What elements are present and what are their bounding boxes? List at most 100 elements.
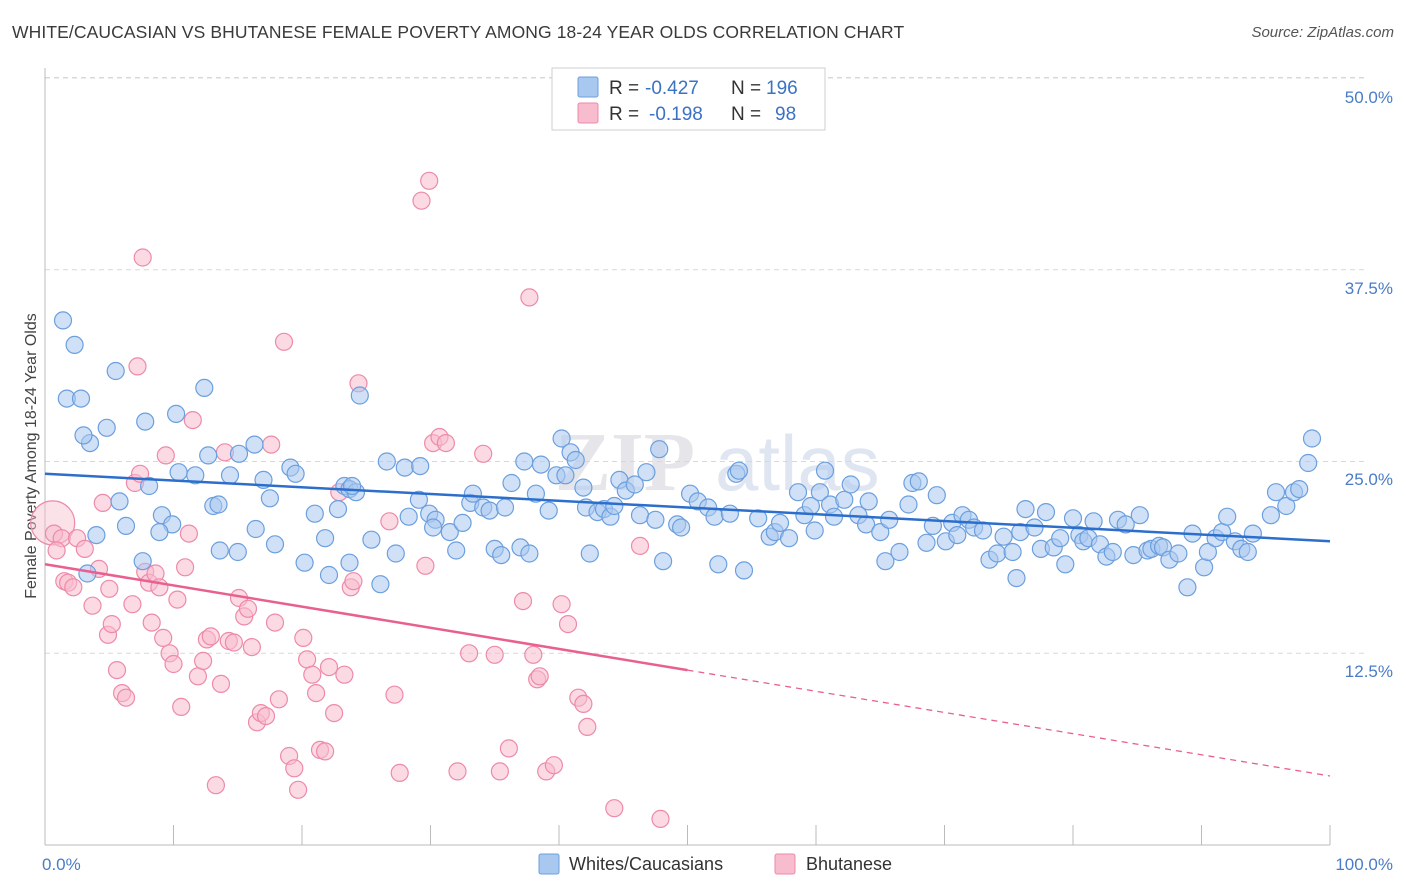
source-note: Source: ZipAtlas.com bbox=[1251, 24, 1394, 41]
whites-point-146 bbox=[1016, 500, 1035, 519]
bhutanese-point-42 bbox=[211, 674, 231, 694]
whites-point-70 bbox=[515, 452, 534, 471]
whites-point-20 bbox=[140, 476, 159, 496]
y-tick-label-50: 50.0% bbox=[1345, 88, 1393, 107]
bhutanese-point-77 bbox=[416, 556, 435, 575]
whites-point-183 bbox=[1266, 483, 1286, 502]
whites-point-10 bbox=[195, 378, 214, 397]
whites-point-93 bbox=[653, 552, 673, 571]
whites-point-7 bbox=[106, 361, 125, 381]
bhutanese-point-22 bbox=[133, 248, 152, 267]
whites-point-135 bbox=[948, 525, 967, 545]
bhutanese-point-31 bbox=[164, 654, 183, 674]
whites-point-122 bbox=[859, 492, 878, 511]
whites-point-27 bbox=[150, 522, 169, 542]
whites-point-85 bbox=[605, 496, 624, 516]
bhutanese-point-38 bbox=[194, 651, 213, 671]
whites-point-182 bbox=[1261, 506, 1281, 525]
bhutanese-point-87 bbox=[499, 739, 518, 758]
bottom-legend: Whites/Caucasians Bhutanese bbox=[538, 853, 892, 875]
whites-point-1 bbox=[65, 335, 84, 354]
bhutanese-point-3 bbox=[47, 541, 66, 560]
whites-point-115 bbox=[815, 461, 835, 480]
whites-point-71 bbox=[526, 484, 546, 503]
whites-point-5 bbox=[97, 418, 116, 437]
bhutanese-point-69 bbox=[335, 665, 354, 684]
bhutanese-point-54 bbox=[265, 613, 285, 632]
whites-point-75 bbox=[552, 429, 571, 448]
whites-point-58 bbox=[447, 541, 466, 560]
watermark: ZIP atlas bbox=[555, 416, 880, 509]
legend-swatch-pink bbox=[577, 102, 599, 124]
bhutanese-point-67 bbox=[325, 703, 344, 723]
legend-r-label-pink: R = bbox=[609, 104, 639, 125]
whites-point-39 bbox=[328, 500, 348, 519]
bhutanese-point-83 bbox=[460, 644, 479, 663]
y-axis-label: Female Poverty Among 18-24 Year Olds bbox=[23, 313, 40, 599]
bhutanese-point-18 bbox=[123, 595, 142, 614]
whites-point-173 bbox=[1194, 558, 1214, 577]
whites-point-180 bbox=[1238, 542, 1257, 562]
whites-point-31 bbox=[246, 519, 265, 539]
whites-point-21 bbox=[110, 492, 129, 511]
whites-point-89 bbox=[630, 506, 650, 525]
whites-point-53 bbox=[411, 457, 430, 476]
whites-point-100 bbox=[709, 555, 728, 574]
top-legend: R = -0.427 N = 196 R = -0.198 N = 98 bbox=[551, 67, 826, 131]
whites-point-67 bbox=[502, 473, 521, 493]
whites-point-49 bbox=[386, 544, 405, 563]
bhutanese-point-96 bbox=[558, 614, 578, 634]
whites-point-79 bbox=[574, 478, 593, 497]
bhutanese-trend-extension bbox=[687, 669, 1331, 777]
whites-point-114 bbox=[810, 483, 830, 502]
y-tick-label-37.5: 37.5% bbox=[1345, 279, 1393, 298]
whites-point-44 bbox=[350, 386, 369, 405]
bhutanese-point-48 bbox=[238, 599, 258, 618]
whites-point-123 bbox=[871, 522, 890, 542]
whites-point-66 bbox=[495, 498, 515, 517]
legend-n-value-blue: 196 bbox=[766, 78, 798, 99]
whites-point-109 bbox=[779, 529, 799, 548]
legend-r-value-blue: -0.427 bbox=[645, 78, 699, 99]
whites-point-9 bbox=[167, 404, 186, 423]
bhutanese-point-73 bbox=[380, 512, 399, 531]
whites-point-152 bbox=[1056, 555, 1075, 574]
bhutanese-point-99 bbox=[578, 717, 597, 737]
whites-point-181 bbox=[1243, 524, 1263, 543]
whites-point-29 bbox=[209, 495, 228, 514]
legend-n-label-pink: N = bbox=[731, 104, 761, 125]
bhutanese-point-94 bbox=[544, 756, 564, 775]
legend-r-value-pink: -0.198 bbox=[649, 104, 703, 125]
whites-point-132 bbox=[927, 486, 946, 505]
whites-point-110 bbox=[788, 483, 808, 502]
bhutanese-point-15 bbox=[107, 660, 127, 680]
whites-point-113 bbox=[805, 521, 824, 540]
bhutanese-point-85 bbox=[485, 645, 504, 664]
bhutanese-point-34 bbox=[176, 558, 195, 577]
whites-point-160 bbox=[1103, 542, 1122, 562]
x-tick-label-0: 0.0% bbox=[42, 855, 81, 874]
whites-point-0 bbox=[53, 311, 73, 330]
whites-point-174 bbox=[1198, 542, 1218, 562]
whites-point-51 bbox=[399, 507, 418, 526]
whites-point-61 bbox=[463, 484, 482, 503]
whites-point-15 bbox=[245, 435, 264, 454]
bhutanese-point-76 bbox=[412, 191, 431, 210]
bhutanese-point-35 bbox=[179, 524, 198, 543]
bhutanese-point-61 bbox=[298, 650, 317, 669]
whites-point-125 bbox=[880, 510, 899, 529]
bhutanese-point-88 bbox=[513, 591, 533, 611]
bhutanese-point-20 bbox=[128, 357, 147, 376]
bhutanese-point-59 bbox=[289, 780, 308, 799]
whites-point-184 bbox=[1277, 496, 1296, 516]
whites-point-63 bbox=[480, 501, 499, 520]
whites-point-32 bbox=[228, 542, 247, 562]
whites-point-43 bbox=[343, 476, 362, 496]
whites-point-92 bbox=[650, 440, 669, 459]
whites-point-187 bbox=[1299, 453, 1318, 473]
whites-point-46 bbox=[362, 530, 381, 549]
whites-point-6 bbox=[74, 426, 93, 445]
whites-point-105 bbox=[749, 509, 768, 528]
whites-point-186 bbox=[1290, 480, 1309, 499]
bhutanese-point-100 bbox=[605, 799, 624, 818]
